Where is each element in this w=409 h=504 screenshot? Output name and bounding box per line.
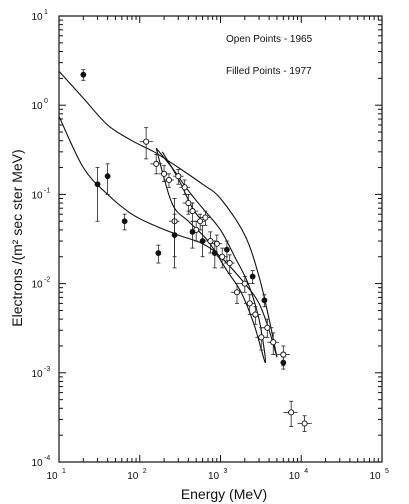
open-point [213, 240, 220, 247]
open-point [143, 138, 150, 145]
filled-point [94, 181, 101, 188]
filled-point [211, 250, 218, 256]
y-tick-label: 10 [31, 280, 43, 291]
x-tick-exponent: 5 [385, 468, 389, 475]
y-tick-exponent: -4 [44, 455, 50, 462]
x-axis-label: Energy (MeV) [181, 486, 267, 502]
curve-lower [58, 116, 278, 358]
axis-ticks [58, 16, 382, 463]
open-point [226, 259, 233, 267]
open-point [189, 208, 196, 215]
y-tick-label: 10 [31, 458, 43, 469]
open-point [181, 184, 188, 191]
filled-point [199, 238, 206, 244]
tick-labels: 10 1 10 2 10 3 10 4 10 510 110 010 -110 -210 -310 -4 [31, 9, 389, 482]
filled-point [121, 218, 128, 225]
open-point [288, 409, 295, 416]
x-tick-label: 10 [127, 471, 139, 482]
model-curves [58, 70, 278, 364]
x-tick-label: 10 [289, 471, 301, 482]
open-point [241, 280, 248, 287]
filled-point [104, 173, 111, 180]
x-tick-exponent: 1 [62, 468, 66, 475]
y-tick-label: 10 [31, 101, 43, 112]
y-axis-label: Electrons /(m² sec ster MeV) [9, 149, 25, 326]
filled-point [155, 250, 162, 256]
y-tick-label: 10 [31, 190, 43, 201]
y-tick-exponent: 0 [44, 98, 48, 105]
open-point [197, 218, 204, 225]
open-point [233, 289, 241, 296]
open-point [219, 253, 226, 260]
open-point [165, 176, 173, 184]
filled-point [261, 297, 268, 304]
plot-frame [58, 15, 383, 463]
filled-point [249, 273, 256, 280]
x-tick-exponent: 3 [224, 468, 228, 475]
filled-point [280, 359, 287, 366]
y-tick-exponent: -1 [44, 187, 50, 194]
annotation-open-points: Open Points - 1965 [226, 34, 313, 45]
open-point [161, 170, 168, 177]
filled-point [189, 228, 196, 235]
x-tick-exponent: 4 [304, 468, 308, 475]
open-point [175, 173, 182, 180]
open-point [246, 300, 253, 307]
open-point [280, 351, 287, 358]
y-tick-exponent: -2 [44, 277, 50, 284]
y-tick-exponent: -3 [44, 366, 50, 373]
filled-point [223, 246, 230, 253]
x-tick-exponent: 2 [143, 468, 147, 475]
open-point [185, 199, 192, 207]
filled-point [80, 71, 87, 78]
open-point [270, 339, 277, 346]
y-tick-exponent: 1 [44, 9, 48, 16]
y-tick-label: 10 [31, 12, 43, 23]
open-point [207, 237, 214, 245]
x-tick-label: 10 [369, 471, 381, 482]
open-point [153, 160, 160, 167]
filled-point [171, 232, 178, 238]
curve-upper [58, 70, 278, 358]
open-point [264, 324, 271, 331]
open-point [202, 214, 209, 221]
data-points [80, 69, 312, 432]
open-point [301, 420, 308, 427]
open-point [252, 311, 259, 318]
open-point [258, 334, 265, 341]
x-tick-label: 10 [208, 471, 220, 482]
y-tick-label: 10 [31, 369, 43, 380]
annotation-filled-points: Filled Points - 1977 [226, 66, 312, 77]
x-tick-label: 10 [46, 471, 58, 482]
